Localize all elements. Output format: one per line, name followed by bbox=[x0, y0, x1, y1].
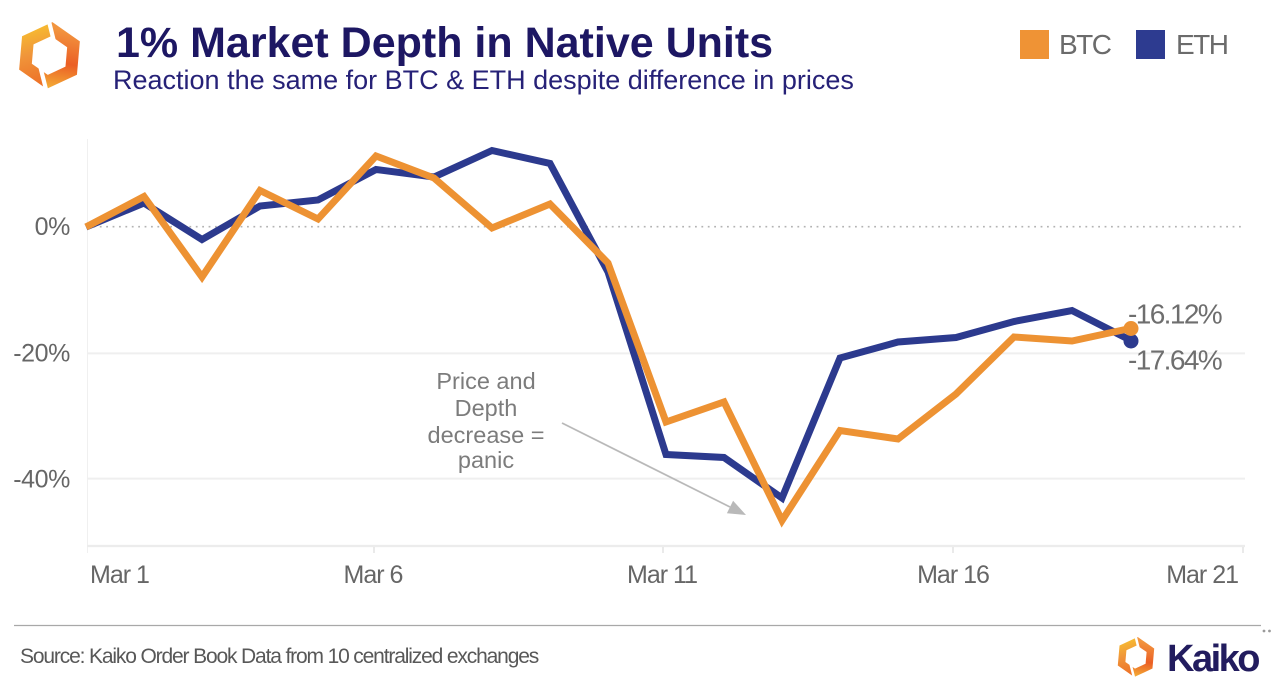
svg-text:-17.64%: -17.64% bbox=[1128, 345, 1222, 376]
svg-text:Mar 6: Mar 6 bbox=[344, 561, 403, 589]
svg-text:1% Market Depth in Native Unit: 1% Market Depth in Native Units bbox=[116, 19, 773, 67]
svg-text:Kaiko: Kaiko bbox=[1167, 638, 1259, 680]
svg-text:Reaction the same for BTC & ET: Reaction the same for BTC & ETH despite … bbox=[113, 65, 854, 95]
svg-text:Mar 11: Mar 11 bbox=[627, 561, 697, 589]
svg-text:decrease =: decrease = bbox=[428, 422, 545, 448]
svg-text:ETH: ETH bbox=[1176, 29, 1228, 60]
svg-text:Mar 16: Mar 16 bbox=[917, 561, 989, 589]
svg-text:Mar 1: Mar 1 bbox=[90, 561, 149, 589]
svg-text:panic: panic bbox=[458, 447, 514, 473]
svg-text:Mar 21: Mar 21 bbox=[1166, 561, 1238, 589]
svg-text:Source: Kaiko Order Book Data: Source: Kaiko Order Book Data from 10 ce… bbox=[20, 645, 539, 668]
svg-text:Depth: Depth bbox=[455, 395, 518, 421]
svg-text:BTC: BTC bbox=[1059, 29, 1112, 60]
svg-text:-20%: -20% bbox=[13, 340, 70, 368]
svg-text:-40%: -40% bbox=[13, 466, 70, 494]
svg-text:Price and: Price and bbox=[436, 368, 535, 394]
svg-text:-16.12%: -16.12% bbox=[1128, 299, 1222, 330]
svg-text:0%: 0% bbox=[35, 213, 71, 241]
